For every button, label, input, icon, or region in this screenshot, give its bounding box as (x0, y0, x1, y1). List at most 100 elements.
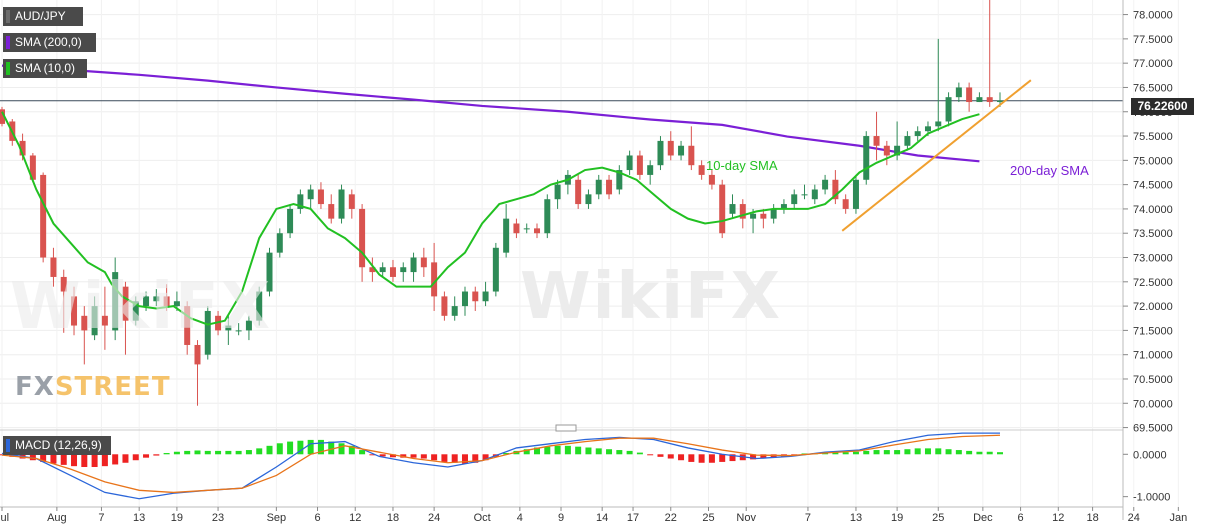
trendline (841, 79, 1032, 232)
candle-body (770, 208, 777, 219)
candle-down (688, 126, 695, 171)
candle-body (29, 155, 36, 180)
macd-histogram-bar (441, 454, 448, 462)
macd-histogram-bar (534, 447, 541, 455)
candle-down (698, 160, 705, 180)
candle-up (256, 286, 263, 326)
candle-body (708, 174, 715, 185)
candle-body (173, 301, 180, 307)
candle-up (461, 286, 468, 316)
candle-down (431, 242, 438, 311)
legend-sma10[interactable]: SMA (10,0) (3, 59, 87, 78)
macd-histogram-bar (997, 452, 1003, 455)
candle-up (955, 82, 962, 103)
candle-down (667, 131, 674, 161)
macd-histogram-bar (894, 450, 901, 455)
candle-body (811, 189, 818, 200)
candle-up (266, 247, 273, 297)
candle-body (50, 257, 57, 277)
candle-up (647, 160, 654, 185)
macd-histogram-bar (266, 445, 273, 455)
candle-body (513, 223, 520, 234)
time-tick-label: Jan (1169, 512, 1187, 524)
candle-body (492, 247, 499, 292)
macd-histogram-bar (328, 441, 335, 455)
macd-histogram-bar (204, 450, 211, 455)
candle-up (204, 306, 211, 360)
candle-body (101, 315, 108, 326)
candle-down (60, 269, 67, 333)
price-tick-label: 71.0000 (1133, 350, 1173, 362)
macd-histogram-bar (760, 454, 767, 459)
macd-panel (0, 432, 1003, 500)
macd-histogram-bar (904, 449, 911, 455)
macd-histogram-bar (431, 454, 438, 461)
price-tick-label: 73.0000 (1133, 253, 1173, 265)
candle-up (852, 174, 859, 214)
macd-histogram-bar (132, 454, 139, 461)
candle-body (112, 272, 119, 331)
macd-histogram-bar (564, 445, 571, 455)
legend-sma200[interactable]: SMA (200,0) (3, 33, 96, 52)
candle-body (729, 204, 736, 214)
candle-up (338, 184, 345, 224)
price-tick-label: 74.5000 (1133, 180, 1173, 192)
macd-histogram-bar (235, 450, 242, 455)
time-tick-label: 7 (805, 512, 811, 524)
candle-body (986, 97, 993, 103)
candle-body (924, 126, 931, 132)
candle-body (750, 213, 757, 219)
macd-histogram-bar (863, 450, 870, 455)
macd-histogram-bar (955, 450, 962, 455)
candle-body (359, 208, 366, 268)
candle-up (276, 228, 283, 258)
legend-macd-label: MACD (12,26,9) (15, 438, 102, 452)
candle-body (431, 262, 438, 297)
candle-body (832, 179, 839, 200)
macd-histogram-bar (976, 451, 983, 455)
brand-fx: FX (15, 372, 55, 402)
candle-body (534, 228, 541, 234)
candle-body (379, 267, 386, 273)
legend-macd[interactable]: MACD (12,26,9) (3, 436, 111, 455)
candle-up (91, 296, 98, 341)
candle-body (503, 218, 510, 253)
candle-down (575, 174, 582, 209)
candle-down (122, 281, 129, 355)
candle-body (544, 199, 551, 234)
legend-swatch (6, 439, 10, 452)
candle-up (780, 199, 787, 214)
candle-up (132, 296, 139, 326)
price-tick-label: 72.5000 (1133, 277, 1173, 289)
time-tick-label: Aug (47, 512, 67, 524)
macd-histogram-bar (194, 450, 201, 455)
macd-histogram-bar (379, 454, 386, 457)
candle-down (328, 194, 335, 224)
price-tick-label: 76.5000 (1133, 82, 1173, 94)
price-tick-label: 74.0000 (1133, 204, 1173, 216)
candle-up (225, 315, 232, 345)
time-tick-label: 19 (171, 512, 183, 524)
macd-histogram-bar (60, 454, 67, 465)
candle-body (894, 145, 901, 156)
time-tick-label: 6 (1018, 512, 1024, 524)
candle-up (935, 38, 942, 132)
legend-symbol[interactable]: AUD/JPY (3, 7, 83, 26)
time-tick-label: 12 (349, 512, 361, 524)
candle-body (966, 87, 973, 103)
candle-up (379, 262, 386, 277)
macd-histogram-bar (750, 454, 757, 460)
candle-up (863, 131, 870, 185)
candle-down (760, 208, 767, 229)
price-tick-label: 71.5000 (1133, 325, 1173, 337)
candle-body (441, 296, 448, 316)
candle-down (636, 150, 643, 180)
candle-body (194, 344, 201, 365)
candle-body (163, 296, 170, 307)
candle-down (420, 247, 427, 277)
candle-body (945, 97, 952, 122)
candle-body (256, 291, 263, 321)
macd-histogram-bar (708, 454, 715, 463)
candle-body (204, 310, 211, 355)
